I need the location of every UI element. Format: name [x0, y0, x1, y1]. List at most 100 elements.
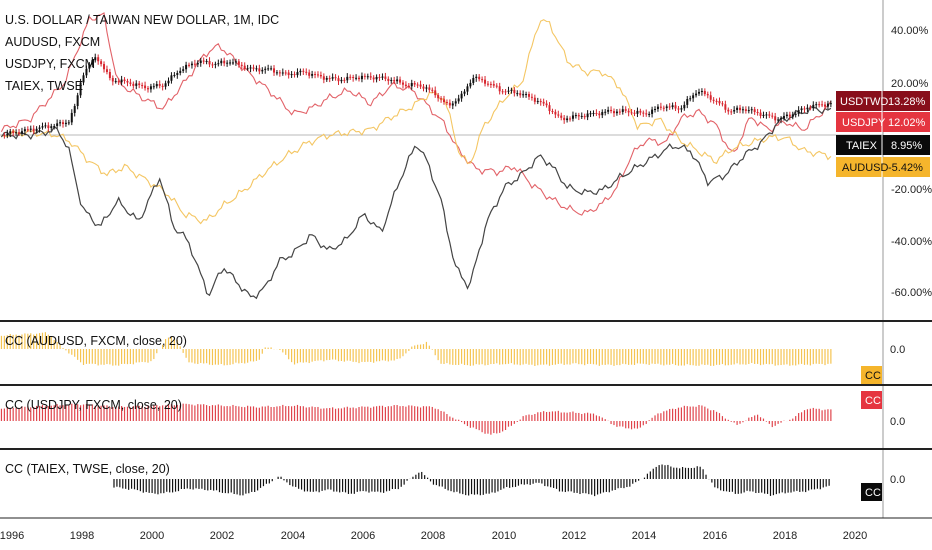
- candle-body: [733, 109, 736, 112]
- candle-body: [580, 115, 583, 117]
- candle-body: [797, 110, 800, 114]
- candle-body: [340, 79, 343, 82]
- pane-label-taiex[interactable]: CC (TAIEX, TWSE, close, 20): [5, 462, 170, 476]
- candle-body: [434, 90, 437, 96]
- candle-body: [630, 112, 633, 114]
- candle-body: [290, 74, 293, 76]
- badge-value: 8.95%: [891, 140, 922, 152]
- candle-body: [401, 82, 404, 85]
- candle-body: [149, 86, 152, 90]
- candle-body: [384, 76, 387, 79]
- candle-body: [612, 111, 615, 114]
- candle-body: [636, 110, 639, 114]
- candle-body: [369, 76, 372, 78]
- candle-body: [440, 98, 443, 100]
- candle-body: [319, 75, 322, 77]
- legend-item-taiex: TAIEX, TWSE: [5, 79, 83, 93]
- candle-body: [41, 126, 44, 128]
- candle-body: [627, 110, 630, 113]
- candle-body: [545, 103, 548, 106]
- candle-body: [331, 77, 334, 79]
- candle-body: [223, 60, 226, 64]
- candle-body: [709, 95, 712, 100]
- candle-body: [85, 68, 88, 76]
- candle-body: [179, 70, 182, 73]
- candle-body: [372, 77, 375, 80]
- candle-body: [674, 105, 677, 109]
- candle-body: [824, 104, 827, 107]
- candle-body: [79, 82, 82, 96]
- candle-body: [287, 72, 290, 76]
- pane-badge-audusd[interactable]: CC: [861, 366, 882, 384]
- candle-body: [366, 76, 369, 78]
- legend-item-usdjpy: USDJPY, FXCM: [5, 57, 95, 71]
- pane-badge-text: CC: [865, 370, 881, 382]
- badge-name: USDTWD: [840, 96, 888, 108]
- candle-body: [32, 128, 35, 132]
- pane-label-usdjpy[interactable]: CC (USDJPY, FXCM, close, 20): [5, 398, 182, 412]
- candle-body: [182, 69, 185, 71]
- pane-badge-usdjpy[interactable]: CC: [861, 391, 882, 409]
- candle-body: [595, 113, 598, 115]
- candle-body: [806, 107, 809, 110]
- time-axis[interactable]: 1996 1998 2000 2002 2004 2006 2008 2010 …: [0, 530, 867, 542]
- candle-body: [774, 116, 777, 121]
- candle-body: [29, 128, 32, 130]
- candle-body: [601, 112, 604, 116]
- candle-body: [38, 127, 41, 129]
- candle-body: [451, 103, 454, 106]
- candle-body: [692, 95, 695, 99]
- candle-body: [560, 115, 563, 118]
- candle-body: [586, 113, 589, 118]
- candle-body: [809, 107, 812, 109]
- candle-body: [82, 75, 85, 83]
- candle-body: [343, 79, 346, 81]
- candle-body: [516, 93, 519, 95]
- candle-body: [463, 91, 466, 94]
- candle-body: [67, 122, 70, 124]
- candle-body: [826, 103, 829, 107]
- candle-body: [633, 112, 636, 114]
- pane-label-audusd[interactable]: CC (AUDUSD, FXCM, close, 20): [5, 334, 187, 348]
- badge-value: 13.28%: [888, 96, 926, 108]
- candle-body: [747, 110, 750, 112]
- candle-body: [671, 105, 674, 108]
- badge-usdjpy[interactable]: USDJPY 12.02%: [836, 112, 930, 132]
- candle-body: [296, 72, 299, 76]
- time-tick-label: 2000: [140, 530, 164, 542]
- candle-body: [176, 72, 179, 75]
- badge-audusd[interactable]: AUDUSD -5.42%: [836, 157, 930, 177]
- candle-body: [360, 75, 363, 80]
- candle-body: [173, 74, 176, 76]
- candle-body: [610, 109, 613, 112]
- time-tick-label: 2018: [773, 530, 797, 542]
- candle-body: [498, 86, 501, 92]
- candle-body: [94, 57, 97, 61]
- candle-body: [486, 83, 489, 85]
- candle-body: [325, 78, 328, 80]
- candle-body: [396, 79, 399, 82]
- pane-badge-taiex[interactable]: CC: [861, 483, 882, 501]
- candle-body: [604, 111, 607, 113]
- candle-body: [273, 68, 276, 73]
- badge-taiex[interactable]: TAIEX 8.95%: [836, 135, 930, 155]
- candle-body: [445, 102, 448, 104]
- candle-body: [23, 129, 26, 132]
- candle-body: [393, 79, 396, 82]
- badge-value: 12.02%: [888, 117, 926, 129]
- candle-body: [598, 113, 601, 116]
- candle-body: [152, 86, 155, 88]
- candle-body: [782, 116, 785, 119]
- time-tick-label: 2002: [210, 530, 234, 542]
- candle-body: [281, 72, 284, 74]
- candle-body: [358, 77, 361, 80]
- candle-body: [513, 89, 516, 94]
- main-series-layer: [0, 12, 832, 300]
- price-tick-label: 40.00%: [891, 25, 929, 37]
- time-tick-label: 2020: [843, 530, 867, 542]
- candle-body: [501, 91, 504, 93]
- candle-body: [114, 81, 117, 83]
- badge-usdtwd[interactable]: USDTWD 13.28%: [836, 91, 930, 111]
- candle-body: [419, 84, 422, 87]
- time-tick-label: 1996: [0, 530, 24, 542]
